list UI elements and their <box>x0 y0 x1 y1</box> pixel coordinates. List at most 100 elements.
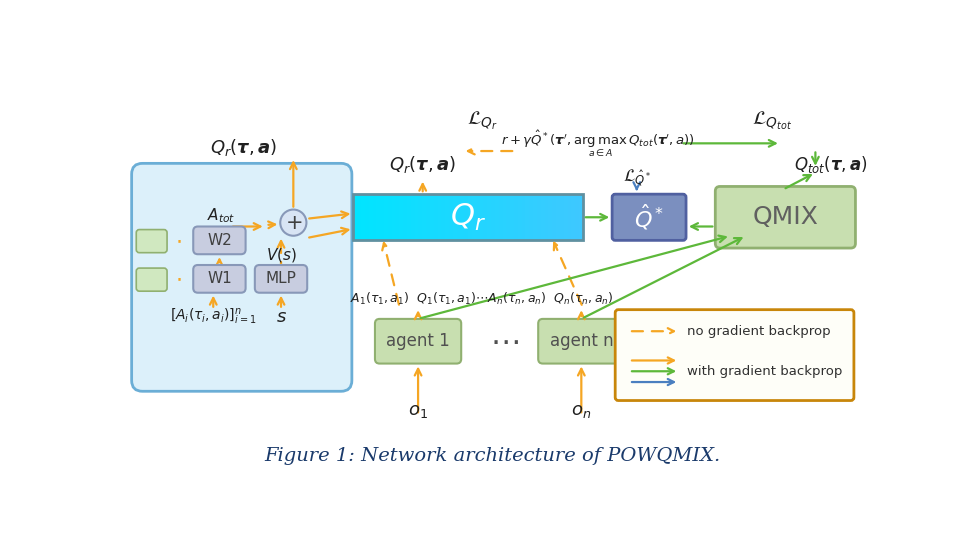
Bar <box>502 194 507 240</box>
Text: $[A_i(\tau_i, a_i)]_{i=1}^n$: $[A_i(\tau_i, a_i)]_{i=1}^n$ <box>170 307 256 327</box>
Bar <box>442 194 445 240</box>
Bar <box>353 194 583 240</box>
Bar <box>392 194 396 240</box>
Bar <box>384 194 388 240</box>
Bar <box>372 194 376 240</box>
Text: MLP: MLP <box>266 272 297 286</box>
Text: $o_n$: $o_n$ <box>571 402 591 420</box>
Bar <box>575 194 580 240</box>
Bar <box>457 194 461 240</box>
FancyBboxPatch shape <box>539 319 624 363</box>
Text: $Q_r$: $Q_r$ <box>450 202 486 233</box>
Bar <box>468 194 472 240</box>
FancyBboxPatch shape <box>254 265 307 293</box>
FancyBboxPatch shape <box>136 230 167 253</box>
Bar <box>484 194 488 240</box>
Bar <box>529 194 534 240</box>
Text: Figure 1: Network architecture of POWQMIX.: Figure 1: Network architecture of POWQMI… <box>264 447 720 465</box>
Bar <box>426 194 430 240</box>
Bar <box>365 194 369 240</box>
Bar <box>449 194 453 240</box>
Text: agent 1: agent 1 <box>386 332 450 350</box>
Bar <box>415 194 419 240</box>
Bar <box>369 194 372 240</box>
Bar <box>465 194 468 240</box>
Bar <box>353 194 358 240</box>
Text: $\mathcal{L}_{Q_r}$: $\mathcal{L}_{Q_r}$ <box>467 109 497 132</box>
Bar <box>411 194 415 240</box>
FancyBboxPatch shape <box>193 226 246 254</box>
FancyBboxPatch shape <box>612 194 686 240</box>
Bar <box>533 194 538 240</box>
Bar <box>525 194 530 240</box>
Bar <box>552 194 557 240</box>
Bar <box>422 194 426 240</box>
Bar <box>544 194 549 240</box>
Bar <box>453 194 457 240</box>
FancyBboxPatch shape <box>615 309 853 401</box>
Bar <box>399 194 403 240</box>
Text: with gradient backprop: with gradient backprop <box>686 364 842 378</box>
Bar <box>434 194 438 240</box>
Bar <box>472 194 476 240</box>
Bar <box>388 194 392 240</box>
Text: $V(s)$: $V(s)$ <box>266 246 297 264</box>
Bar <box>560 194 564 240</box>
Bar <box>540 194 545 240</box>
Bar <box>396 194 399 240</box>
FancyBboxPatch shape <box>375 319 461 363</box>
Bar <box>556 194 561 240</box>
Bar <box>537 194 541 240</box>
Text: $A_{tot}$: $A_{tot}$ <box>206 206 235 225</box>
Bar <box>480 194 484 240</box>
Bar <box>517 194 522 240</box>
Bar <box>521 194 526 240</box>
Text: $\mathcal{L}_{Q_{tot}}$: $\mathcal{L}_{Q_{tot}}$ <box>753 109 792 132</box>
Text: $+$: $+$ <box>285 213 302 233</box>
Bar <box>357 194 361 240</box>
Text: $\cdot$: $\cdot$ <box>175 269 181 289</box>
FancyBboxPatch shape <box>136 268 167 291</box>
Text: $Q_{tot}(\boldsymbol{\tau}, \boldsymbol{a})$: $Q_{tot}(\boldsymbol{\tau}, \boldsymbol{… <box>794 154 868 176</box>
Text: W2: W2 <box>207 233 231 248</box>
Bar <box>461 194 465 240</box>
Bar <box>492 194 495 240</box>
Text: $Q_r(\boldsymbol{\tau}, \boldsymbol{a})$: $Q_r(\boldsymbol{\tau}, \boldsymbol{a})$ <box>389 154 456 176</box>
FancyBboxPatch shape <box>715 186 855 248</box>
Bar <box>506 194 511 240</box>
Text: $A_1(\tau_1, a_1)\ \ Q_1(\tau_1, a_1) \cdots A_n(\tau_n, a_n)\ \ Q_n(\tau_n, a_n: $A_1(\tau_1, a_1)\ \ Q_1(\tau_1, a_1) \c… <box>349 291 612 307</box>
Text: $r + \gamma\hat{Q}^*(\boldsymbol{\tau}^{\prime}, \underset{a \in A}{\arg\max}\, : $r + \gamma\hat{Q}^*(\boldsymbol{\tau}^{… <box>500 128 694 159</box>
Bar <box>514 194 518 240</box>
Text: QMIX: QMIX <box>753 205 818 229</box>
Text: $Q_r(\boldsymbol{\tau}, \boldsymbol{a})$: $Q_r(\boldsymbol{\tau}, \boldsymbol{a})$ <box>210 138 277 158</box>
Text: agent n: agent n <box>549 332 613 350</box>
Bar <box>476 194 480 240</box>
Bar <box>407 194 411 240</box>
FancyBboxPatch shape <box>132 164 352 392</box>
Bar <box>495 194 499 240</box>
Text: no gradient backprop: no gradient backprop <box>686 325 830 338</box>
Bar <box>488 194 492 240</box>
Bar <box>567 194 572 240</box>
Bar <box>571 194 576 240</box>
Bar <box>419 194 422 240</box>
Circle shape <box>280 210 306 236</box>
Text: $\hat{Q}^*$: $\hat{Q}^*$ <box>634 202 664 232</box>
Bar <box>579 194 584 240</box>
Text: $o_1$: $o_1$ <box>408 402 428 420</box>
Text: $\cdots$: $\cdots$ <box>490 327 518 356</box>
Bar <box>376 194 380 240</box>
Bar <box>380 194 384 240</box>
Bar <box>361 194 365 240</box>
Bar <box>499 194 503 240</box>
Text: $s$: $s$ <box>276 308 286 326</box>
Bar <box>445 194 449 240</box>
Text: $\mathcal{L}_{\hat{Q}^*}$: $\mathcal{L}_{\hat{Q}^*}$ <box>623 167 651 187</box>
Bar <box>548 194 553 240</box>
Bar <box>438 194 442 240</box>
Bar <box>403 194 407 240</box>
FancyBboxPatch shape <box>193 265 246 293</box>
Text: W1: W1 <box>207 272 231 286</box>
Bar <box>564 194 568 240</box>
Bar <box>430 194 434 240</box>
